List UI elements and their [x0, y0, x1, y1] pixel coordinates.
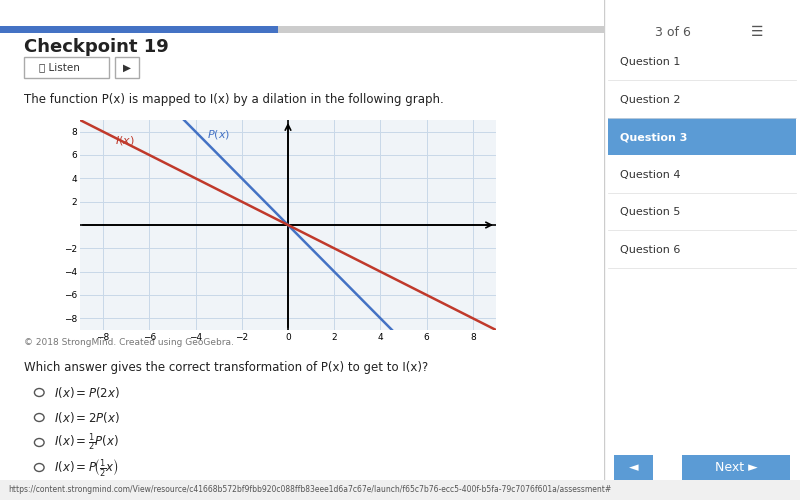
Text: Question 2: Question 2 [620, 95, 680, 105]
Bar [0, 26, 278, 32]
Text: $P(x)$: $P(x)$ [207, 128, 230, 141]
Bar [278, 26, 604, 32]
Text: 3 of 6: 3 of 6 [654, 26, 690, 39]
Text: $I(x) = \frac{1}{2}P(x)$: $I(x) = \frac{1}{2}P(x)$ [54, 432, 119, 454]
Text: $I(x) = P\!\left(\frac{1}{2}x\right)$: $I(x) = P\!\left(\frac{1}{2}x\right)$ [54, 457, 119, 478]
Text: $I(x) = 2P(x)$: $I(x) = 2P(x)$ [54, 410, 120, 425]
Bar [614, 455, 653, 480]
Text: Checkpoint 19: Checkpoint 19 [24, 38, 169, 56]
Text: Question 6: Question 6 [620, 245, 680, 255]
Text: $I(x) = P(2x)$: $I(x) = P(2x)$ [54, 385, 120, 400]
Bar [608, 118, 796, 155]
Text: The function P(x) is mapped to I(x) by a dilation in the following graph.: The function P(x) is mapped to I(x) by a… [24, 94, 444, 106]
Bar [682, 455, 790, 480]
Text: © 2018 StrongMind. Created using GeoGebra.: © 2018 StrongMind. Created using GeoGebr… [24, 338, 234, 347]
Text: 🔊 Listen: 🔊 Listen [39, 62, 80, 72]
Text: ◄: ◄ [629, 461, 638, 474]
Text: Question 4: Question 4 [620, 170, 680, 180]
Text: Question 3: Question 3 [620, 132, 687, 142]
Text: Question 1: Question 1 [620, 58, 680, 68]
Bar [24, 58, 109, 78]
Bar [114, 58, 139, 78]
Text: https://content.strongmind.com/View/resource/c41668b572bf9fbb920c088ffb83eee1d6a: https://content.strongmind.com/View/reso… [8, 486, 611, 494]
Text: ▶: ▶ [123, 62, 131, 72]
Text: $I(x)$: $I(x)$ [114, 134, 134, 147]
Text: Question 5: Question 5 [620, 208, 680, 218]
Text: Which answer gives the correct transformation of P(x) to get to I(x)?: Which answer gives the correct transform… [24, 361, 429, 374]
Text: ☰: ☰ [750, 26, 763, 40]
Text: Next ►: Next ► [715, 461, 758, 474]
